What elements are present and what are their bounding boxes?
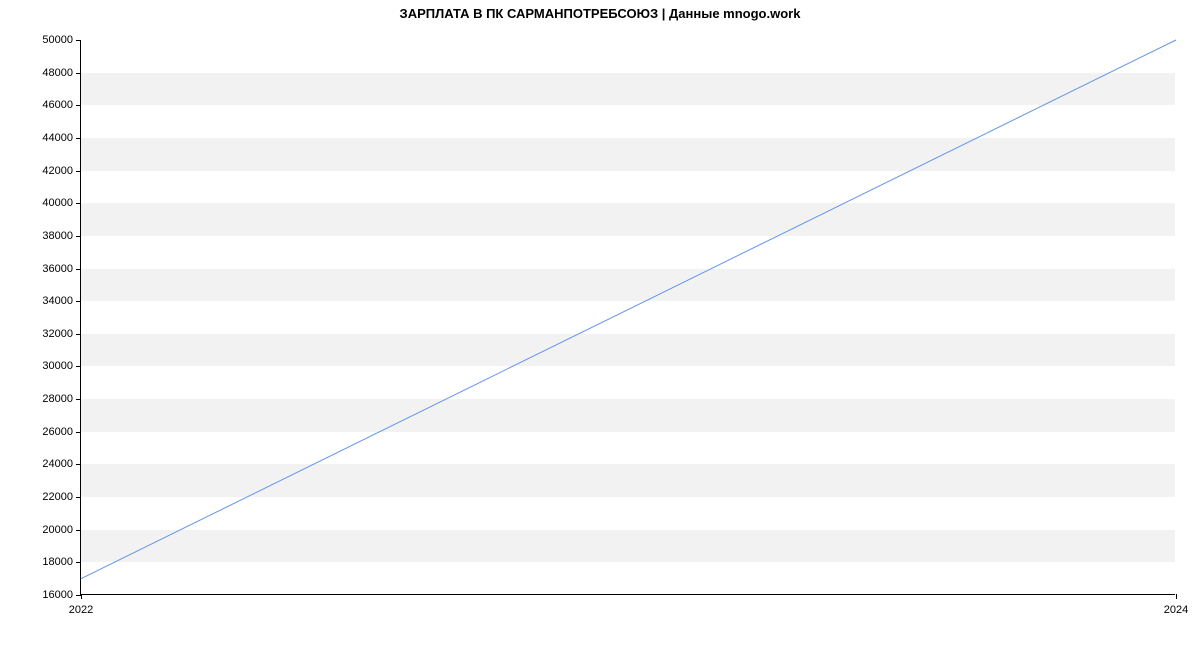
y-tick-label: 44000 bbox=[42, 132, 73, 144]
y-tick-mark bbox=[76, 366, 81, 367]
y-tick-mark bbox=[76, 562, 81, 563]
y-tick-mark bbox=[76, 334, 81, 335]
y-tick-label: 50000 bbox=[42, 34, 73, 46]
y-tick-mark bbox=[76, 497, 81, 498]
y-tick-mark bbox=[76, 203, 81, 204]
y-tick-label: 38000 bbox=[42, 230, 73, 242]
y-tick-label: 28000 bbox=[42, 393, 73, 405]
y-tick-label: 30000 bbox=[42, 360, 73, 372]
y-tick-label: 32000 bbox=[42, 328, 73, 340]
y-tick-label: 48000 bbox=[42, 67, 73, 79]
y-tick-label: 34000 bbox=[42, 295, 73, 307]
y-tick-label: 42000 bbox=[42, 165, 73, 177]
y-tick-mark bbox=[76, 105, 81, 106]
y-tick-mark bbox=[76, 171, 81, 172]
y-tick-label: 46000 bbox=[42, 99, 73, 111]
salary-chart: ЗАРПЛАТА В ПК САРМАНПОТРЕБСОЮЗ | Данные … bbox=[0, 0, 1200, 650]
x-tick-label: 2024 bbox=[1164, 604, 1188, 616]
y-tick-mark bbox=[76, 432, 81, 433]
y-tick-label: 20000 bbox=[42, 524, 73, 536]
line-layer bbox=[81, 40, 1176, 595]
y-tick-mark bbox=[76, 269, 81, 270]
y-tick-label: 40000 bbox=[42, 197, 73, 209]
y-tick-label: 24000 bbox=[42, 458, 73, 470]
series-line bbox=[81, 40, 1176, 579]
x-tick-mark bbox=[1176, 594, 1177, 599]
y-tick-mark bbox=[76, 40, 81, 41]
y-tick-mark bbox=[76, 399, 81, 400]
y-tick-mark bbox=[76, 530, 81, 531]
y-tick-label: 36000 bbox=[42, 263, 73, 275]
y-tick-label: 26000 bbox=[42, 426, 73, 438]
y-tick-mark bbox=[76, 464, 81, 465]
chart-title: ЗАРПЛАТА В ПК САРМАНПОТРЕБСОЮЗ | Данные … bbox=[0, 6, 1200, 21]
y-tick-label: 18000 bbox=[42, 556, 73, 568]
y-tick-mark bbox=[76, 236, 81, 237]
plot-area: 1600018000200002200024000260002800030000… bbox=[80, 40, 1175, 595]
x-tick-mark bbox=[81, 594, 82, 599]
y-tick-label: 16000 bbox=[42, 589, 73, 601]
y-tick-mark bbox=[76, 301, 81, 302]
y-tick-mark bbox=[76, 73, 81, 74]
x-tick-label: 2022 bbox=[69, 604, 93, 616]
y-tick-label: 22000 bbox=[42, 491, 73, 503]
y-tick-mark bbox=[76, 138, 81, 139]
